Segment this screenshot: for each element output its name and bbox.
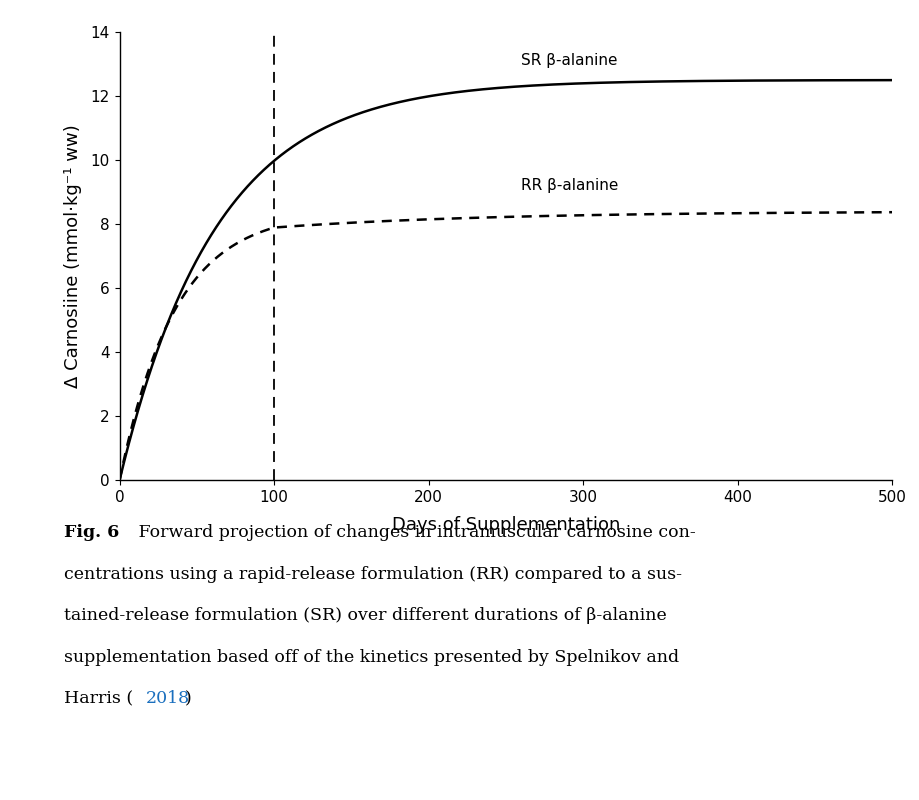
Text: Forward projection of changes in intramuscular carnosine con-: Forward projection of changes in intramu… <box>133 524 696 541</box>
X-axis label: Days of Supplementation: Days of Supplementation <box>391 516 619 534</box>
Text: centrations using a rapid-release formulation (RR) compared to a sus-: centrations using a rapid-release formul… <box>64 566 682 582</box>
Y-axis label: Δ Carnosiine (mmol·kg⁻¹ ww): Δ Carnosiine (mmol·kg⁻¹ ww) <box>64 124 82 388</box>
Text: ): ) <box>185 690 191 707</box>
Text: Harris (: Harris ( <box>64 690 133 707</box>
Text: SR β-alanine: SR β-alanine <box>521 54 618 68</box>
Text: RR β-alanine: RR β-alanine <box>521 178 618 193</box>
Text: tained-release formulation (SR) over different durations of β-alanine: tained-release formulation (SR) over dif… <box>64 607 666 624</box>
Text: 2018: 2018 <box>145 690 189 707</box>
Text: Fig. 6: Fig. 6 <box>64 524 119 541</box>
Text: supplementation based off of the kinetics presented by Spelnikov and: supplementation based off of the kinetic… <box>64 649 679 666</box>
